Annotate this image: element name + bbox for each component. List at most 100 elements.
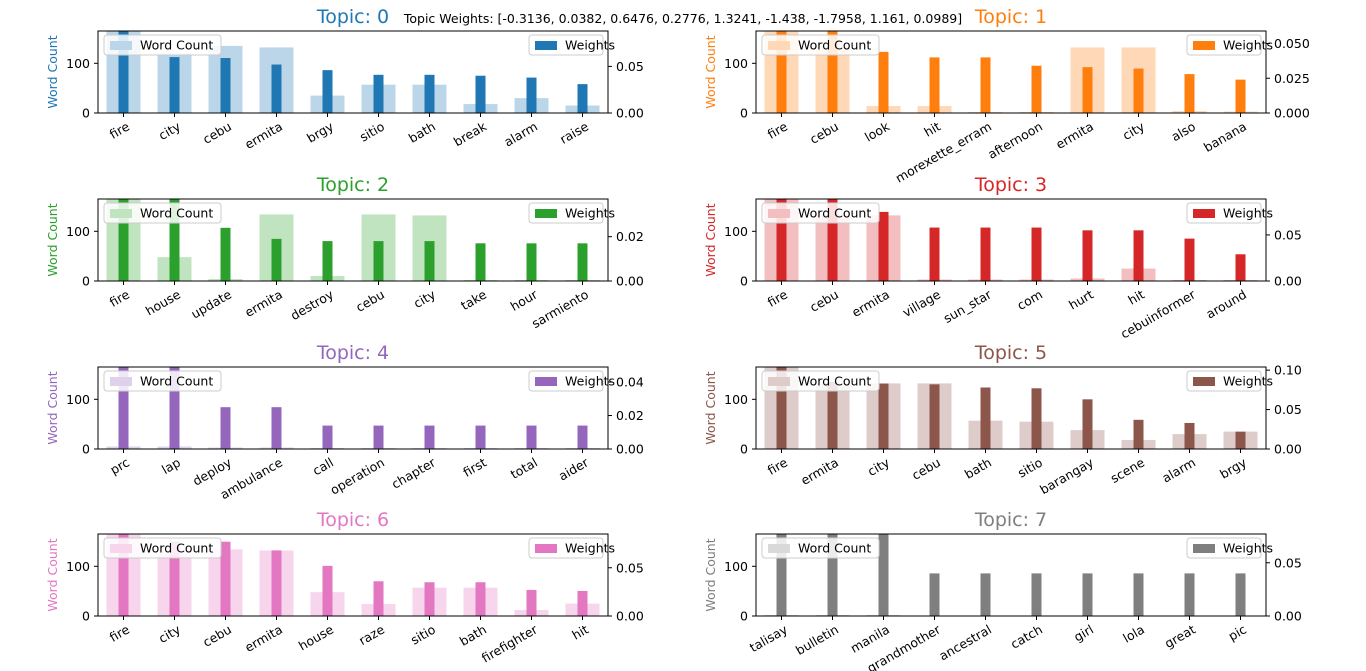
left-tick-label: 0 bbox=[82, 106, 90, 121]
weight-bar bbox=[929, 57, 940, 113]
weight-bar bbox=[1082, 230, 1093, 281]
category-label: ancestral bbox=[936, 622, 994, 664]
weight-bar bbox=[475, 582, 486, 616]
weight-bar bbox=[577, 425, 588, 449]
category-label: hurt bbox=[1066, 287, 1096, 313]
chart-title: Topic: 0 bbox=[316, 6, 389, 28]
legend-word-count-frame bbox=[761, 537, 880, 559]
legend-word-count-frame bbox=[103, 202, 222, 224]
legend-weights: Weights bbox=[1186, 34, 1273, 56]
weight-bar bbox=[169, 367, 180, 449]
weight-bar bbox=[827, 199, 838, 281]
right-tick-label: 0.00 bbox=[1274, 274, 1302, 289]
axes-frame bbox=[97, 533, 609, 617]
legend-word-count-swatch bbox=[110, 377, 132, 386]
weight-bar bbox=[577, 84, 588, 113]
topic-chart-1: Topic: 1 0 100 0.000 0.025 0.050 Word Count fir… bbox=[703, 6, 1310, 186]
legend-word-count-swatch bbox=[110, 41, 132, 50]
weight-bar bbox=[1184, 238, 1195, 281]
category-label: pic bbox=[1226, 622, 1249, 644]
weight-bar bbox=[220, 407, 231, 449]
legend-weights: Weights bbox=[528, 537, 615, 559]
legend-weights-swatch bbox=[535, 544, 557, 553]
topic-chart-7: Topic: 7 0 100 0.00 0.05 Word Count talisay bul… bbox=[703, 509, 1302, 671]
legend-weights: Weights bbox=[1186, 370, 1273, 392]
weight-bar bbox=[424, 74, 435, 113]
weight-bar bbox=[271, 64, 282, 113]
legend-word-count: Word Count bbox=[761, 34, 880, 56]
left-tick-label: 100 bbox=[66, 224, 90, 239]
weight-bar bbox=[1133, 68, 1144, 113]
left-tick-label: 0 bbox=[740, 106, 748, 121]
category-label: girl bbox=[1071, 622, 1096, 645]
weight-bar bbox=[827, 31, 838, 113]
figure-suptitle: Topic Weights: [-0.3136, 0.0382, 0.6476,… bbox=[403, 11, 962, 26]
legend-word-count-frame bbox=[761, 34, 880, 56]
left-tick-label: 100 bbox=[66, 56, 90, 71]
legend-word-count-label: Word Count bbox=[140, 541, 213, 556]
legend-word-count: Word Count bbox=[103, 370, 222, 392]
legend-weights-label: Weights bbox=[1223, 206, 1273, 221]
weight-bar bbox=[1133, 573, 1144, 616]
category-label: alarm bbox=[501, 119, 540, 150]
weight-bar bbox=[118, 534, 129, 616]
legend-word-count: Word Count bbox=[761, 537, 880, 559]
right-tick-label: 0.05 bbox=[616, 59, 644, 74]
left-tick-label: 100 bbox=[66, 559, 90, 574]
legend-word-count-label: Word Count bbox=[798, 38, 871, 53]
weight-bar bbox=[475, 243, 486, 281]
category-label: fire bbox=[107, 621, 132, 644]
category-label: cebu bbox=[200, 622, 234, 650]
legend-weights-swatch bbox=[1193, 377, 1215, 386]
category-label: look bbox=[862, 118, 893, 144]
legend-weights: Weights bbox=[1186, 202, 1273, 224]
weight-bar bbox=[1031, 573, 1042, 616]
chart-title: Topic: 4 bbox=[316, 342, 389, 364]
right-tick-label: 0.05 bbox=[1274, 555, 1302, 570]
category-label: also bbox=[1169, 119, 1198, 145]
right-tick-label: 0.00 bbox=[616, 274, 644, 289]
weight-bar bbox=[220, 541, 231, 616]
weight-bar bbox=[980, 387, 991, 449]
category-label: sitio bbox=[357, 119, 387, 145]
right-tick-label: 0.00 bbox=[616, 609, 644, 624]
category-label: fire bbox=[107, 286, 132, 309]
right-tick-label: 0.00 bbox=[1274, 442, 1302, 457]
category-label: cebu bbox=[353, 287, 387, 315]
category-label: break bbox=[451, 118, 490, 149]
weight-bar bbox=[776, 367, 787, 449]
legend-word-count-label: Word Count bbox=[798, 541, 871, 556]
category-label: destroy bbox=[288, 286, 337, 323]
legend-weights-label: Weights bbox=[565, 374, 615, 389]
category-label: aider bbox=[556, 454, 592, 483]
weight-bar bbox=[1235, 79, 1246, 113]
legend-word-count-frame bbox=[103, 370, 222, 392]
category-label: prc bbox=[107, 455, 132, 478]
category-label: sitio bbox=[1015, 455, 1045, 481]
weight-bar bbox=[322, 565, 333, 616]
legend-word-count: Word Count bbox=[103, 34, 222, 56]
chart-title: Topic: 1 bbox=[974, 6, 1047, 28]
weight-bar bbox=[1184, 573, 1195, 616]
right-tick-label: 0.00 bbox=[616, 442, 644, 457]
legend-weights-swatch bbox=[535, 377, 557, 386]
legend-word-count: Word Count bbox=[103, 202, 222, 224]
category-label: fire bbox=[765, 118, 790, 141]
category-label: ermita bbox=[1053, 119, 1096, 152]
category-label: ermita bbox=[242, 119, 285, 152]
weight-bar bbox=[1133, 419, 1144, 449]
legend-word-count-label: Word Count bbox=[140, 38, 213, 53]
legend-weights-label: Weights bbox=[565, 38, 615, 53]
axes-frame bbox=[97, 366, 609, 450]
legend-word-count-frame bbox=[761, 370, 880, 392]
right-tick-label: 0.05 bbox=[1274, 402, 1302, 417]
right-tick-label: 0.050 bbox=[1274, 36, 1310, 51]
weight-bar bbox=[980, 227, 991, 281]
legend-word-count-frame bbox=[103, 34, 222, 56]
category-label: sun_star bbox=[941, 286, 995, 326]
weight-bar bbox=[878, 383, 889, 449]
category-label: catch bbox=[1008, 622, 1045, 652]
legend-weights-swatch bbox=[1193, 41, 1215, 50]
weight-bar bbox=[776, 534, 787, 616]
y-axis-label: Word Count bbox=[45, 203, 60, 276]
